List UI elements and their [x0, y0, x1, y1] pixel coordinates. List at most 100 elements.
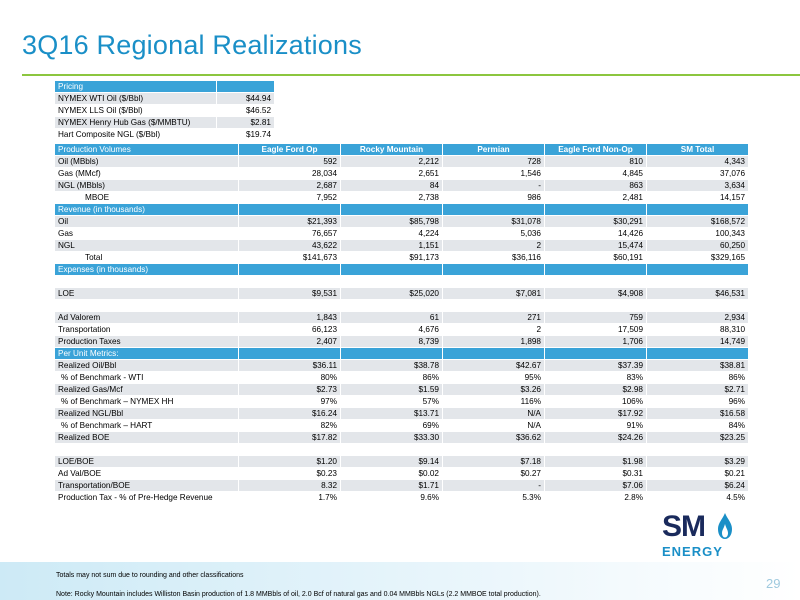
- cell-value: $33.30: [340, 431, 443, 444]
- cell-value: 4.5%: [646, 491, 749, 504]
- table-row: Production Tax - % of Pre-Hedge Revenue 1…: [54, 491, 749, 504]
- footer-note: Totals may not sum due to rounding and o…: [56, 572, 244, 579]
- column-header: Permian: [442, 143, 545, 156]
- cell-value: 810: [544, 155, 647, 168]
- cell-value: 84%: [646, 419, 749, 432]
- table-row: Realized NGL/Bbl $16.24 $13.71 N/A $17.92 $16…: [54, 407, 749, 420]
- table-row: Gas 76,657 4,224 5,036 14,426 100,343: [54, 227, 749, 240]
- cell-value: 4,676: [340, 323, 443, 336]
- row-label: NYMEX WTI Oil ($/Bbl): [54, 92, 217, 105]
- row-label: Total: [54, 251, 239, 264]
- table-row: Production Taxes 2,407 8,739 1,898 1,706 14,7…: [54, 335, 749, 348]
- cell-value: 100,343: [646, 227, 749, 240]
- cell-value: $36.62: [442, 431, 545, 444]
- section-header: Expenses (in thousands): [54, 263, 239, 276]
- cell-value: $42.67: [442, 359, 545, 372]
- cell-value: $85,798: [340, 215, 443, 228]
- cell-value: $7,081: [442, 287, 545, 300]
- cell-value: $141,673: [238, 251, 341, 264]
- cell-value: 1,898: [442, 335, 545, 348]
- pricing-table: Pricing NYMEX WTI Oil ($/Bbl) $44.94 NYME…: [54, 80, 275, 141]
- cell-value: 69%: [340, 419, 443, 432]
- cell-value: 14,749: [646, 335, 749, 348]
- cell-value: 4,224: [340, 227, 443, 240]
- cell-value: 2: [442, 323, 545, 336]
- cell-value: 728: [442, 155, 545, 168]
- cell-value: $3.29: [646, 455, 749, 468]
- table-row: Hart Composite NGL ($/Bbl) $19.74: [54, 128, 275, 141]
- cell-value: $31,078: [442, 215, 545, 228]
- cell-value: 1,546: [442, 167, 545, 180]
- cell-value: $1.20: [238, 455, 341, 468]
- cell-value: 106%: [544, 395, 647, 408]
- cell-value: 1,843: [238, 311, 341, 324]
- table-row: % of Benchmark – HART 82% 69% N/A 91% 84%: [54, 419, 749, 432]
- row-label: Ad Valorem: [54, 311, 239, 324]
- cell-value: $168,572: [646, 215, 749, 228]
- page-number: 29: [766, 576, 781, 591]
- cell-value: $9.14: [340, 455, 443, 468]
- cell-value: $329,165: [646, 251, 749, 264]
- cell-value: 88,310: [646, 323, 749, 336]
- cell-value: $2.73: [238, 383, 341, 396]
- cell-value: 86%: [340, 371, 443, 384]
- cell-value: $46.52: [216, 104, 275, 117]
- cell-value: $21,393: [238, 215, 341, 228]
- cell-value: $1.59: [340, 383, 443, 396]
- cell-value: 37,076: [646, 167, 749, 180]
- cell-value: 2,934: [646, 311, 749, 324]
- cell-value: 28,034: [238, 167, 341, 180]
- cell-value: 8,739: [340, 335, 443, 348]
- logo-text: SM: [662, 510, 706, 543]
- column-header: Rocky Mountain: [340, 143, 443, 156]
- table-row: Transportation 66,123 4,676 2 17,509 88,310: [54, 323, 749, 336]
- page-title: 3Q16 Regional Realizations: [22, 30, 362, 60]
- pricing-header-row: Pricing: [54, 80, 275, 93]
- cell-value: 2,481: [544, 191, 647, 204]
- row-label: Oil: [54, 215, 239, 228]
- cell-value: $16.58: [646, 407, 749, 420]
- table-row: Realized Gas/Mcf $2.73 $1.59 $3.26 $2.98 $2.7…: [54, 383, 749, 396]
- revenue-header-row: Revenue (in thousands): [54, 203, 749, 216]
- table-row: Oil (MBbls) 592 2,212 728 810 4,343: [54, 155, 749, 168]
- cell-value: 271: [442, 311, 545, 324]
- cell-value: 95%: [442, 371, 545, 384]
- cell-value: -: [442, 179, 545, 192]
- cell-value: $13.71: [340, 407, 443, 420]
- cell-value: 2.8%: [544, 491, 647, 504]
- cell-value: 4,343: [646, 155, 749, 168]
- cell-value: 3,634: [646, 179, 749, 192]
- cell-value: 14,157: [646, 191, 749, 204]
- cell-value: 759: [544, 311, 647, 324]
- footer-band: [0, 562, 800, 600]
- row-label: Realized NGL/Bbl: [54, 407, 239, 420]
- cell-value: 8.32: [238, 479, 341, 492]
- cell-value: $3.26: [442, 383, 545, 396]
- cell-value: 2,738: [340, 191, 443, 204]
- cell-value: 986: [442, 191, 545, 204]
- cell-value: 5.3%: [442, 491, 545, 504]
- row-label: Realized BOE: [54, 431, 239, 444]
- cell-value: N/A: [442, 419, 545, 432]
- cell-value: 43,622: [238, 239, 341, 252]
- per-unit-header-row: Per Unit Metrics:: [54, 347, 749, 360]
- cell-value: 2,651: [340, 167, 443, 180]
- cell-value: 2: [442, 239, 545, 252]
- cell-value: $0.27: [442, 467, 545, 480]
- row-label: % of Benchmark – NYMEX HH: [54, 395, 239, 408]
- table-row: NGL (MBbls) 2,687 84-863 3,634: [54, 179, 749, 192]
- row-label: Gas: [54, 227, 239, 240]
- cell-value: 15,474: [544, 239, 647, 252]
- cell-value: $1.71: [340, 479, 443, 492]
- cell-value: N/A: [442, 407, 545, 420]
- row-label: Hart Composite NGL ($/Bbl): [54, 128, 217, 141]
- row-label: NYMEX LLS Oil ($/Bbl): [54, 104, 217, 117]
- cell-value: 66,123: [238, 323, 341, 336]
- section-header: Revenue (in thousands): [54, 203, 239, 216]
- row-label: Transportation: [54, 323, 239, 336]
- row-label: Ad Val/BOE: [54, 467, 239, 480]
- row-label: % of Benchmark - WTI: [54, 371, 239, 384]
- cell-value: $2.71: [646, 383, 749, 396]
- cell-value: $7.18: [442, 455, 545, 468]
- footer-note: Note: Rocky Mountain includes Williston …: [56, 591, 541, 598]
